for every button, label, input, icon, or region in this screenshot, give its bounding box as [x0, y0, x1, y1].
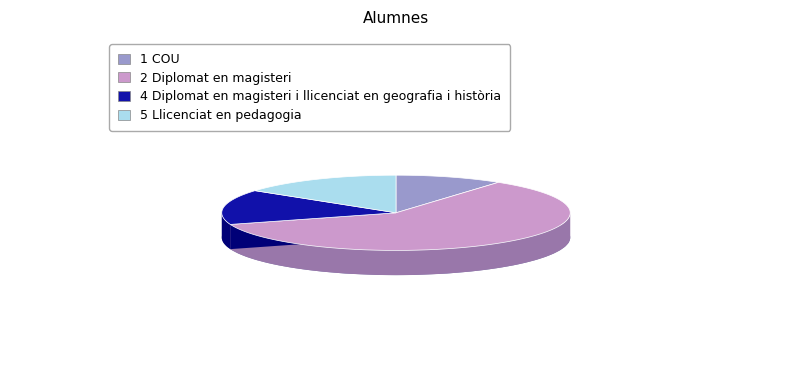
Polygon shape [222, 213, 230, 249]
Ellipse shape [222, 200, 570, 275]
Polygon shape [255, 175, 396, 213]
Polygon shape [230, 213, 396, 249]
Polygon shape [222, 191, 396, 225]
Polygon shape [396, 175, 498, 213]
Text: Alumnes: Alumnes [363, 11, 429, 26]
Legend: 1 COU, 2 Diplomat en magisteri, 4 Diplomat en magisteri i llicenciat en geografi: 1 COU, 2 Diplomat en magisteri, 4 Diplom… [109, 44, 510, 131]
Polygon shape [230, 182, 570, 250]
Polygon shape [230, 213, 570, 275]
Polygon shape [230, 213, 396, 249]
